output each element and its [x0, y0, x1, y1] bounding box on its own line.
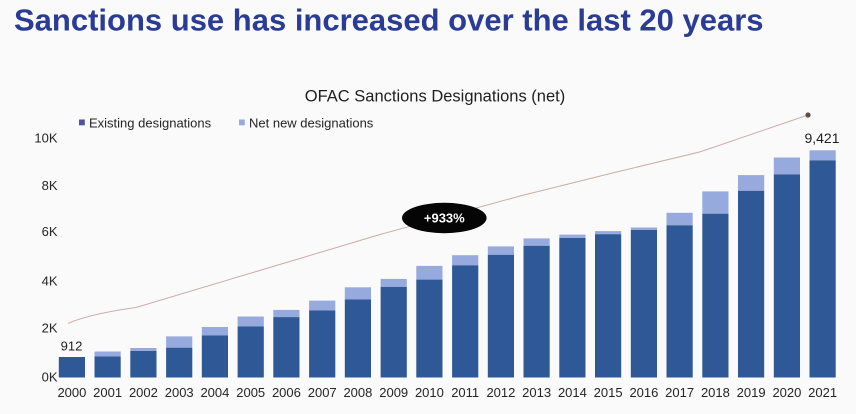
svg-text:912: 912 [61, 339, 83, 354]
svg-text:4K: 4K [42, 274, 58, 289]
svg-text:OFAC Sanctions Designations (n: OFAC Sanctions Designations (net) [305, 88, 565, 106]
svg-text:6K: 6K [42, 224, 58, 239]
svg-text:2012: 2012 [486, 385, 515, 400]
svg-text:2K: 2K [42, 321, 58, 336]
svg-text:2003: 2003 [165, 385, 194, 400]
svg-text:2005: 2005 [236, 385, 265, 400]
svg-text:2010: 2010 [415, 385, 444, 400]
svg-text:2021: 2021 [808, 385, 837, 400]
svg-text:2020: 2020 [772, 385, 801, 400]
svg-text:2011: 2011 [451, 385, 479, 400]
svg-text:2009: 2009 [379, 385, 408, 400]
svg-text:Existing designations: Existing designations [89, 116, 212, 131]
svg-text:2015: 2015 [594, 385, 623, 400]
svg-text:0K: 0K [42, 370, 58, 385]
svg-text:2007: 2007 [308, 385, 337, 400]
svg-text:2002: 2002 [129, 385, 158, 400]
svg-text:2000: 2000 [57, 385, 86, 400]
svg-text:2016: 2016 [629, 385, 658, 400]
svg-text:2001: 2001 [93, 385, 122, 400]
svg-text:10K: 10K [34, 130, 57, 145]
svg-text:2006: 2006 [272, 385, 301, 400]
svg-text:2018: 2018 [701, 385, 730, 400]
svg-text:8K: 8K [42, 178, 58, 193]
svg-text:Sanctions use has increased ov: Sanctions use has increased over the las… [14, 3, 764, 38]
svg-text:9,421: 9,421 [804, 130, 839, 146]
svg-text:2013: 2013 [522, 385, 551, 400]
svg-text:2004: 2004 [200, 385, 229, 400]
svg-text:+933%: +933% [424, 211, 465, 226]
svg-text:Net new designations: Net new designations [249, 116, 374, 131]
svg-text:2019: 2019 [737, 385, 766, 400]
svg-text:2014: 2014 [558, 385, 587, 400]
svg-text:2017: 2017 [665, 385, 694, 400]
svg-text:2008: 2008 [343, 385, 372, 400]
